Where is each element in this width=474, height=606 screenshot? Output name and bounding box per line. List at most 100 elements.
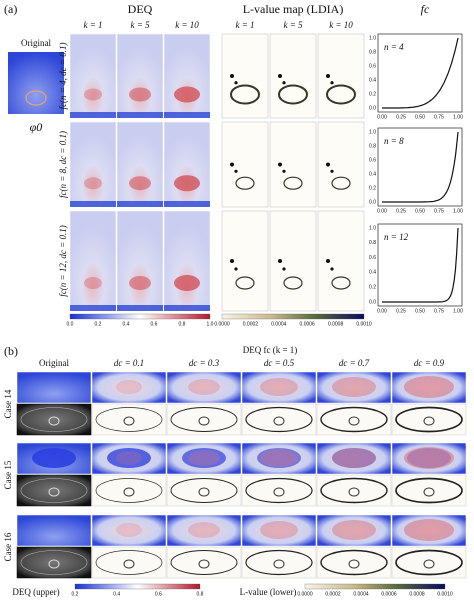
- structure: [273, 416, 285, 426]
- deq-hotspot: [116, 451, 142, 465]
- panel-label: (a): [4, 2, 17, 16]
- lower-image: [391, 403, 467, 436]
- structure: [423, 416, 435, 426]
- body-outline: [320, 406, 388, 433]
- lvalue-dot: [230, 74, 234, 78]
- lower-image: [166, 403, 242, 436]
- upper-image: [16, 371, 92, 404]
- row-label: fc(n = 8, dc = 0.1): [58, 131, 68, 198]
- lvalue-structure: [283, 176, 303, 190]
- deq-edge: [164, 112, 210, 118]
- colorbar-tick: 0.2: [95, 321, 102, 327]
- body-outline: [395, 406, 463, 433]
- body-outline: [20, 550, 88, 575]
- k-label: k = 1: [83, 20, 102, 30]
- y-tick-label: 0.4: [369, 171, 376, 177]
- body-outline: [320, 477, 388, 504]
- upper-image: [91, 371, 167, 404]
- colorbar-tick: 0.4: [113, 591, 120, 597]
- deq-hotspot: [129, 276, 151, 290]
- structure: [198, 487, 210, 497]
- deq-edge: [164, 305, 210, 311]
- x-tick-label: 0.25: [396, 308, 406, 314]
- y-tick-label: 0.8: [369, 143, 376, 149]
- structure: [123, 416, 135, 426]
- row-label: Case 15: [3, 460, 13, 489]
- body-outline: [395, 477, 463, 504]
- colorbar-tick: 0.6: [155, 591, 162, 597]
- structure: [123, 487, 135, 497]
- y-tick-label: 0.2: [369, 285, 376, 291]
- colorbar-tick: 0.6: [151, 321, 158, 327]
- lower-image: [241, 546, 317, 579]
- structure: [198, 559, 210, 569]
- y-tick-label: 0.6: [369, 157, 376, 163]
- lvalue-dot: [326, 162, 330, 167]
- body-outline: [95, 550, 163, 575]
- x-tick-label: 0.00: [377, 308, 387, 314]
- lvalue-structure: [331, 276, 351, 290]
- lower-image: [391, 474, 467, 507]
- column-header: Original: [39, 358, 69, 368]
- body-outline: [170, 550, 238, 575]
- deq-hotspot: [332, 520, 376, 540]
- deq-hotspot: [116, 380, 142, 394]
- deq-hotspot: [404, 376, 454, 398]
- colorbar-tick: 0.0: [67, 321, 74, 327]
- column-header: dc = 0.3: [189, 358, 220, 368]
- y-tick-label: 0.8: [369, 49, 376, 55]
- lower-image: [16, 474, 92, 507]
- lower-image: [316, 546, 392, 579]
- deq-hotspot: [404, 447, 454, 469]
- colorbar-tick: 0.4: [123, 321, 130, 327]
- section-title: fc: [421, 2, 430, 16]
- lvalue-image: [269, 33, 317, 119]
- lungs: [257, 448, 301, 468]
- lower-image: [316, 474, 392, 507]
- lower-image: [91, 546, 167, 579]
- body-outline: [95, 478, 163, 503]
- colorbar-label: DEQ (upper): [12, 587, 59, 597]
- deq-edge: [117, 112, 163, 118]
- upper-image: [16, 514, 92, 547]
- lvalue-image: [317, 121, 365, 208]
- deq-image: [116, 33, 164, 119]
- x-tick-label: 1.00: [453, 308, 463, 314]
- plot-label: n = 8: [384, 136, 404, 146]
- upper-image: [241, 514, 317, 547]
- lower-image: [241, 474, 317, 507]
- body-outline: [95, 407, 163, 432]
- deq-hotspot: [84, 177, 102, 190]
- colorbar-tick: 0.8: [197, 591, 204, 597]
- colorbar-label: L-value (lower): [240, 587, 297, 597]
- deq-image: [116, 210, 164, 312]
- deq-hotspot: [260, 521, 298, 539]
- deq-hotspot: [84, 277, 102, 289]
- y-tick-label: 1.0: [369, 225, 376, 231]
- y-tick-label: 0.0: [369, 105, 376, 111]
- symbol: φ0: [30, 120, 43, 134]
- lvalue-structure: [331, 176, 351, 190]
- lvalue-dot: [278, 74, 282, 78]
- panel-label: (b): [4, 344, 18, 358]
- deq-hotspot: [174, 86, 200, 103]
- x-tick-label: 0.00: [377, 208, 387, 214]
- y-tick-label: 0.0: [369, 199, 376, 205]
- lvalue-structure: [235, 276, 255, 290]
- deq-edge: [117, 305, 163, 311]
- colorbar: [74, 583, 201, 590]
- x-tick-label: 0.50: [415, 308, 425, 314]
- lvalue-structure: [278, 84, 308, 105]
- body-outline: [170, 478, 238, 503]
- colorbar-tick: 0.0002: [325, 591, 341, 597]
- body-outline: [245, 406, 313, 433]
- lvalue-image: [221, 33, 269, 119]
- deq-edge: [70, 112, 116, 118]
- x-tick-label: 0.75: [434, 208, 444, 214]
- deq-hotspot: [174, 175, 200, 192]
- row-label: fc(n = 12, dc = 0.1): [58, 225, 68, 296]
- lungs: [332, 448, 376, 468]
- row-label: Case 16: [3, 532, 13, 561]
- deq-image: [163, 210, 211, 312]
- lower-image: [316, 403, 392, 436]
